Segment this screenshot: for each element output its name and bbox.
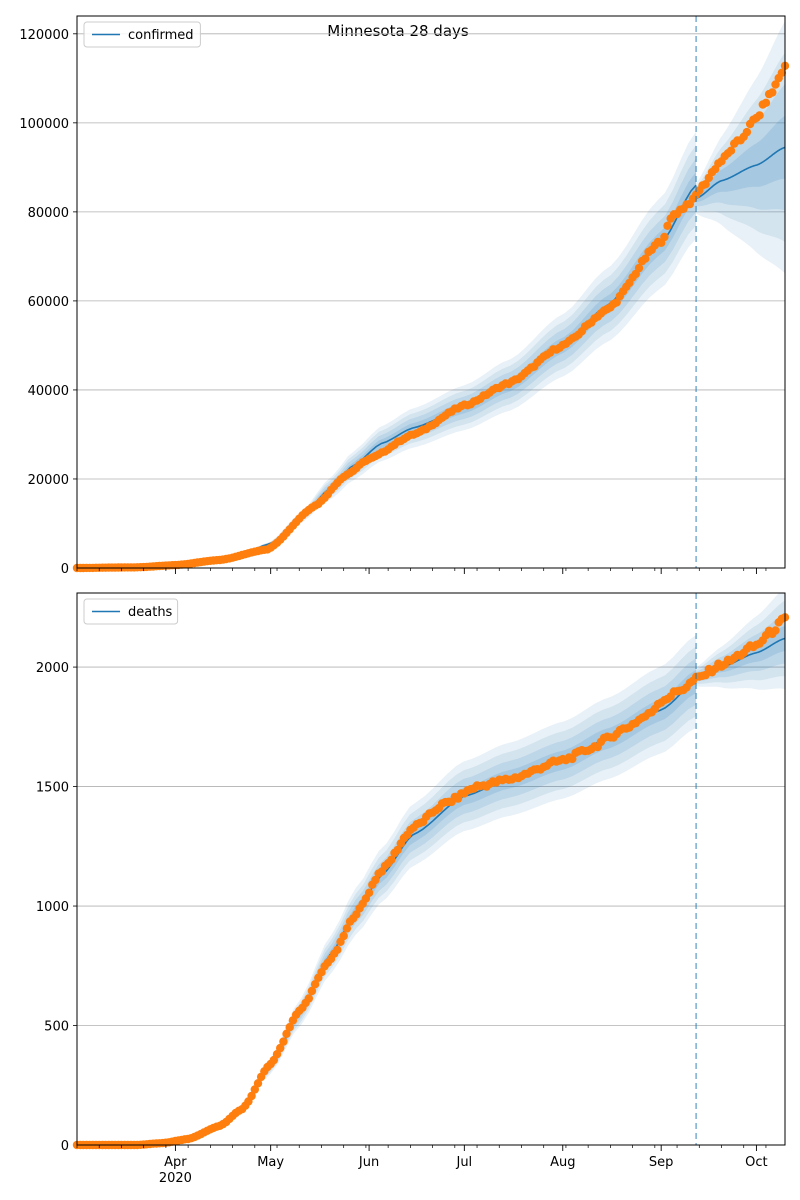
y-tick-label: 2000	[36, 661, 69, 676]
observed-point	[307, 986, 317, 996]
observed-point	[333, 945, 342, 954]
y-tick-label: 120000	[19, 28, 69, 43]
y-tick-label: 60000	[28, 295, 69, 310]
observed-point	[660, 232, 669, 242]
legend: deaths	[83, 598, 179, 625]
legend-label: confirmed	[128, 28, 194, 43]
x-tick-label: Jun	[358, 1155, 379, 1170]
confidence-band	[77, 158, 697, 568]
x-tick-label: Oct	[745, 1155, 767, 1170]
y-tick-label: 1500	[36, 781, 69, 796]
observed-point	[768, 88, 777, 97]
legend: confirmed	[83, 21, 201, 48]
y-tick-label: 100000	[19, 117, 69, 132]
observed-point	[276, 1043, 285, 1053]
x-tick-label: May	[257, 1155, 284, 1170]
x-tick-label: Apr	[164, 1155, 187, 1170]
observed-point	[771, 80, 780, 89]
axes-frame	[76, 15, 786, 569]
confidence-band	[696, 115, 785, 203]
model-forecast-line	[695, 146, 786, 200]
observed-point	[285, 1022, 294, 1032]
confidence-band	[77, 145, 697, 568]
figure-title: Minnesota 28 days	[327, 22, 469, 40]
year-label: 2020	[159, 1171, 192, 1186]
confirmed-panel: 0 20000 40000 60000 80000 100000 120000 confirm…	[19, 15, 790, 577]
observed-point	[755, 111, 764, 120]
x-tick-label: Sep	[649, 1155, 674, 1170]
observed-point	[641, 254, 650, 263]
confidence-band	[77, 635, 697, 1145]
observed-point	[742, 127, 752, 137]
observed-point	[726, 146, 736, 155]
model-fit-line	[76, 184, 697, 569]
observed-point	[342, 924, 352, 933]
observed-point	[253, 1079, 263, 1088]
observed-point	[393, 845, 402, 855]
observed-point	[247, 1091, 256, 1101]
y-tick-label: 80000	[28, 206, 69, 221]
observed-point	[282, 1029, 291, 1039]
y-tick-label: 0	[61, 1139, 69, 1154]
legend-box	[83, 598, 179, 625]
observed-point	[701, 180, 710, 189]
confidence-band	[77, 131, 697, 568]
observed-point	[771, 626, 780, 635]
confidence-band	[696, 21, 785, 274]
legend-label: deaths	[128, 605, 173, 620]
observed-point	[761, 98, 771, 108]
y-tick-label: 1000	[36, 900, 69, 915]
observed-point	[310, 980, 320, 989]
y-tick-label: 500	[44, 1020, 69, 1035]
observed-point	[304, 994, 313, 1003]
legend-box	[83, 21, 201, 48]
observed-point	[279, 1037, 288, 1046]
y-tick-label: 40000	[28, 384, 69, 399]
deaths-panel: 0 500 1000 1500 2000 Apr May Jun Jul Aug Sep Oct dea…	[36, 592, 790, 1170]
observed-point	[250, 1085, 259, 1094]
x-tick-label: Aug	[550, 1155, 575, 1170]
confidence-band	[77, 171, 697, 569]
confidence-band	[77, 658, 697, 1145]
confidence-band	[77, 669, 697, 1145]
observed-point	[339, 931, 348, 941]
observed-point	[364, 888, 374, 897]
y-tick-label: 0	[61, 562, 69, 577]
confidence-band	[696, 52, 785, 243]
observed-point	[612, 298, 621, 307]
observed-point	[663, 221, 672, 230]
y-tick-label: 20000	[28, 473, 69, 488]
observed-point	[777, 68, 786, 78]
x-tick-label: Jul	[455, 1155, 472, 1170]
observed-point	[371, 875, 380, 885]
observed-point	[387, 855, 396, 864]
axes-frame	[76, 592, 786, 1146]
observed-point	[634, 263, 644, 273]
